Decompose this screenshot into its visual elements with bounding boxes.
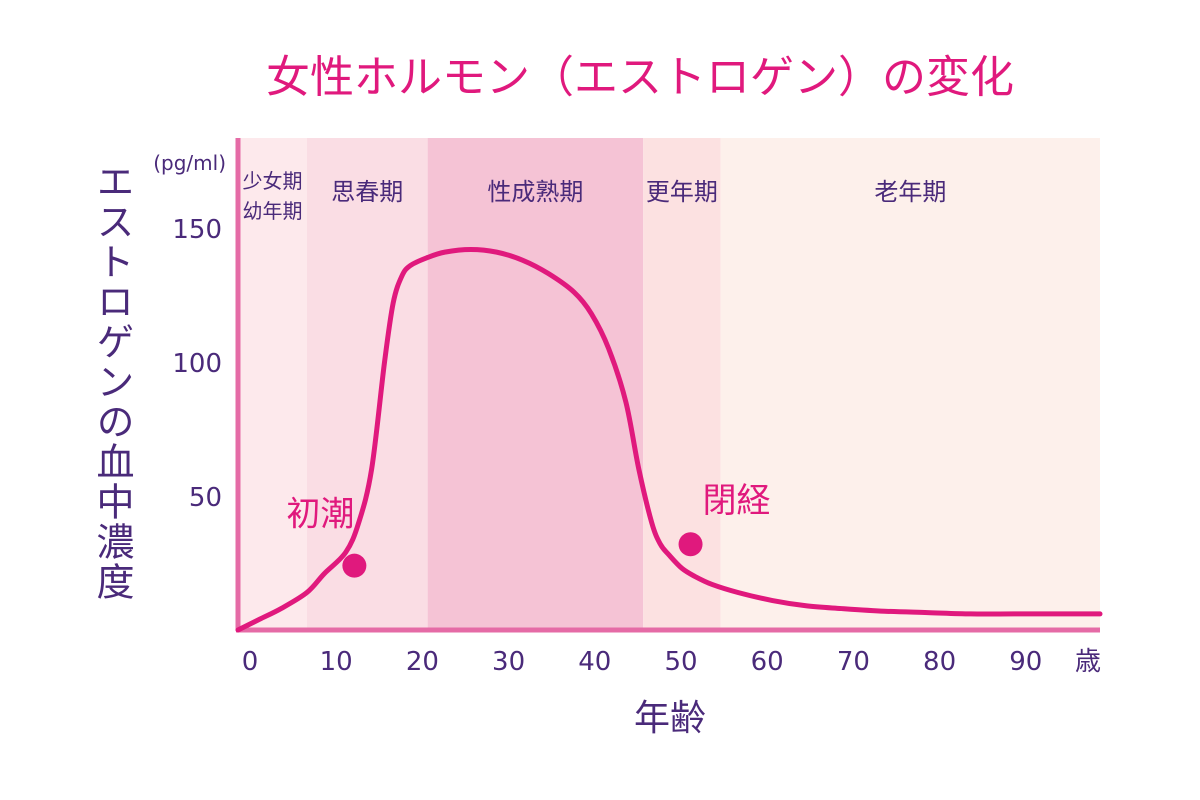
x-tick-label: 60 (751, 647, 784, 677)
x-axis-title: 年齢 (634, 698, 706, 739)
annotation-marker (342, 553, 367, 578)
annotation-label: 閉経 (703, 481, 771, 521)
x-tick-label: 20 (406, 647, 439, 677)
x-tick-label: 70 (837, 647, 870, 677)
y-axis-title: エストロゲンの血中濃度 (90, 162, 134, 602)
y-tick-label: 50 (189, 483, 222, 513)
stage-band (720, 138, 1100, 630)
stage-band (427, 138, 644, 630)
axes: 0 10 20 30 40 50 60 70 80 90 歳 50 100 150 (pg/ml) (153, 138, 1101, 677)
x-tick-label: 10 (320, 647, 353, 677)
stage-band (306, 138, 428, 630)
annotation-marker (678, 532, 703, 557)
x-tick-label: 40 (578, 647, 611, 677)
x-tick-label: 30 (492, 647, 525, 677)
stage-band (643, 138, 721, 630)
x-unit-label: 歳 (1075, 647, 1101, 677)
stage-label: 少女期 (242, 169, 302, 193)
x-tick-label: 80 (923, 647, 956, 677)
series-layer (235, 246, 1103, 633)
stage-band (238, 138, 307, 630)
x-tick-label: 50 (664, 647, 697, 677)
y-tick-label: 100 (172, 349, 222, 379)
chart-title: 女性ホルモン（エストロゲン）の変化 (266, 52, 1014, 103)
annotations: 初潮 閉経 (286, 481, 771, 578)
stage-label: 老年期 (874, 178, 946, 206)
axis-labels: 年齢 エストロゲンの血中濃度 (90, 162, 706, 739)
stage-label: 幼年期 (242, 199, 302, 223)
x-tick-label: 90 (1009, 647, 1042, 677)
stage-label: 性成熟期 (487, 178, 583, 206)
estrogen-curve (235, 246, 1103, 633)
y-tick-label: 150 (172, 215, 222, 245)
stage-label: 更年期 (646, 178, 718, 206)
annotation-label: 初潮 (286, 495, 354, 535)
y-unit-label: (pg/ml) (153, 151, 226, 175)
x-tick-label: 0 (242, 647, 259, 677)
stage-label: 思春期 (331, 178, 403, 206)
